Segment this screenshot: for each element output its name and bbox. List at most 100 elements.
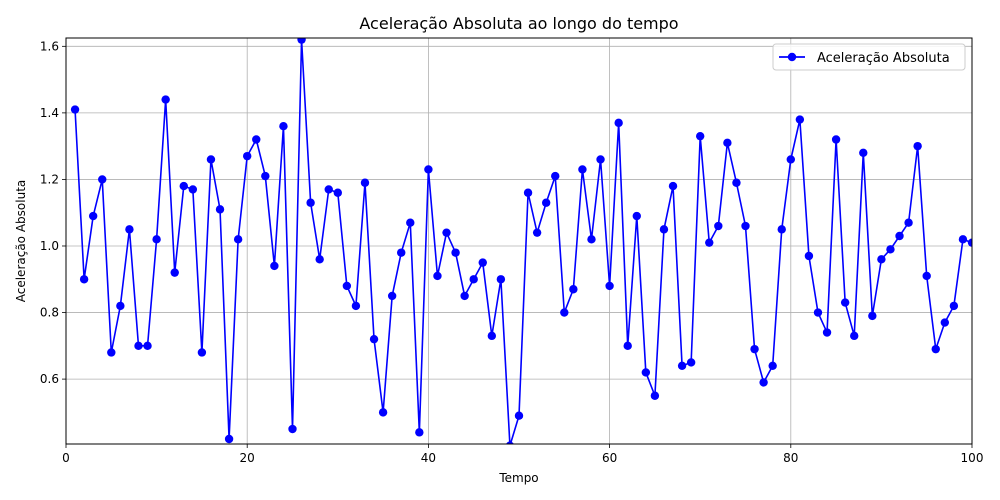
data-point	[641, 368, 651, 377]
data-point	[306, 198, 315, 207]
data-point	[840, 298, 850, 307]
data-point	[506, 441, 514, 444]
data-point	[877, 255, 886, 264]
data-point	[940, 318, 950, 327]
data-point	[795, 115, 805, 124]
data-point	[179, 181, 188, 191]
data-point	[723, 138, 732, 148]
data-point	[107, 348, 116, 357]
data-point	[922, 271, 931, 281]
data-point	[378, 408, 388, 417]
data-point	[786, 155, 795, 164]
data-point	[686, 358, 696, 367]
data-point	[442, 228, 451, 237]
data-point	[79, 275, 89, 284]
data-point	[270, 261, 279, 271]
data-point	[387, 291, 397, 301]
data-point	[714, 221, 723, 231]
data-point	[886, 245, 895, 254]
data-point	[243, 151, 252, 161]
x-tick-label: 20	[240, 451, 255, 465]
data-point	[967, 238, 972, 247]
data-point	[813, 308, 823, 317]
data-point	[523, 188, 533, 197]
data-point	[333, 188, 342, 197]
y-tick-label: 1.4	[40, 106, 59, 120]
data-point	[614, 118, 623, 128]
data-point	[88, 211, 98, 221]
data-point	[895, 231, 904, 241]
data-point	[143, 341, 152, 351]
data-point	[578, 165, 587, 174]
data-point	[197, 348, 207, 357]
data-point	[831, 135, 841, 144]
series-line	[74, 38, 972, 444]
data-point	[859, 148, 868, 158]
x-tick-label: 40	[421, 451, 436, 465]
data-point	[541, 198, 551, 207]
data-point	[478, 258, 487, 267]
data-point	[451, 248, 460, 257]
data-point	[351, 301, 361, 311]
data-point	[170, 268, 179, 277]
data-point	[415, 428, 424, 437]
data-point	[297, 38, 306, 44]
data-point	[913, 141, 922, 151]
data-point	[569, 285, 578, 294]
data-point	[360, 178, 370, 187]
data-point	[215, 205, 225, 214]
data-point	[116, 301, 125, 311]
data-point	[134, 341, 143, 351]
y-axis-label: Aceleração Absoluta	[14, 180, 28, 303]
x-tick-label: 80	[783, 451, 798, 465]
data-point	[233, 235, 243, 244]
data-point	[324, 185, 333, 194]
y-ticks: 0.6 0.8 1.0 1.2 1.4 1.6	[40, 39, 66, 386]
data-point	[868, 311, 877, 321]
data-point	[705, 238, 714, 247]
data-point	[70, 105, 80, 114]
x-tick-label: 0	[62, 451, 70, 465]
series-layer	[70, 38, 972, 444]
x-tick-label: 100	[961, 451, 984, 465]
data-point	[741, 221, 750, 231]
data-point	[433, 271, 442, 281]
data-point	[904, 218, 913, 227]
legend-label: Aceleração Absoluta	[817, 51, 950, 66]
plot-frame	[65, 37, 973, 445]
data-point	[696, 131, 705, 141]
data-point	[668, 181, 678, 191]
data-point	[514, 411, 524, 420]
data-point	[750, 344, 759, 354]
y-tick-label: 1.2	[40, 172, 59, 186]
data-point	[397, 248, 406, 257]
data-point	[632, 211, 641, 221]
x-axis-label: Tempo	[498, 471, 538, 485]
data-point	[125, 225, 134, 234]
data-point	[532, 228, 542, 237]
data-point	[469, 275, 478, 284]
data-point	[496, 275, 506, 284]
data-point	[605, 281, 614, 291]
y-tick-label: 0.6	[40, 372, 59, 386]
data-point	[315, 255, 324, 264]
data-point	[206, 155, 216, 164]
legend: Aceleração Absoluta	[772, 43, 966, 71]
data-point	[369, 334, 379, 344]
y-tick-label: 1.6	[40, 39, 59, 53]
data-point	[759, 378, 768, 387]
data-point	[659, 225, 669, 234]
data-point	[161, 95, 170, 104]
data-point	[261, 171, 270, 181]
data-point	[768, 361, 777, 370]
chart-title: Aceleração Absoluta ao longo do tempo	[359, 14, 678, 33]
data-point	[551, 171, 560, 181]
y-tick-label: 1.0	[40, 239, 59, 253]
x-tick-label: 60	[602, 451, 617, 465]
data-point	[279, 121, 288, 131]
data-point	[188, 185, 198, 194]
legend-box	[772, 43, 966, 71]
data-point	[252, 135, 261, 144]
x-ticks: 0 20 40 60 80 100	[62, 444, 983, 465]
